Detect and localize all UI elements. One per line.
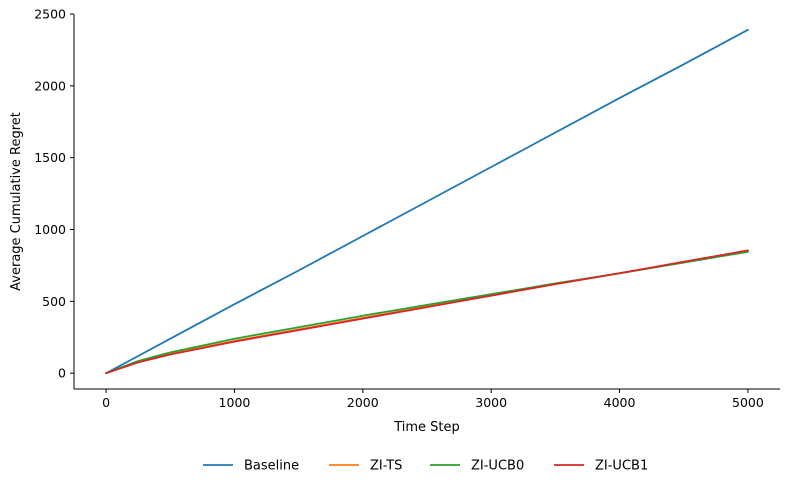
y-tick-label: 1000 xyxy=(34,222,66,237)
y-tick-label: 0 xyxy=(58,366,66,381)
y-axis-label: Average Cumulative Regret xyxy=(9,112,24,291)
x-axis-label: Time Step xyxy=(393,420,460,435)
series-line-baseline xyxy=(105,28,749,375)
legend-label: ZI-UCB0 xyxy=(471,459,524,474)
legend: Baseline ZI-TS ZI-UCB0 ZI-UCB1 xyxy=(203,459,648,474)
y-tick-label: 500 xyxy=(42,294,66,309)
series-line-zi-ts xyxy=(105,250,749,375)
series-line-zi-ucb1 xyxy=(105,249,749,375)
y-ticks: 0 500 1000 1500 2000 2500 xyxy=(34,7,74,381)
legend-label: Baseline xyxy=(244,459,299,474)
x-ticks: 0 1000 2000 3000 4000 5000 xyxy=(102,389,764,410)
x-tick-label: 3000 xyxy=(475,395,507,410)
y-tick-label: 2500 xyxy=(34,7,66,22)
x-tick-label: 2000 xyxy=(347,395,379,410)
series-line-zi-ucb0 xyxy=(105,250,749,375)
x-tick-label: 1000 xyxy=(219,395,251,410)
axes xyxy=(73,14,780,390)
series-lines xyxy=(105,28,749,375)
legend-label: ZI-TS xyxy=(370,459,402,474)
x-tick-label: 4000 xyxy=(604,395,636,410)
y-tick-label: 2000 xyxy=(34,78,66,93)
x-tick-label: 5000 xyxy=(732,395,764,410)
y-tick-label: 1500 xyxy=(34,150,66,165)
legend-label: ZI-UCB1 xyxy=(595,459,648,474)
x-tick-label: 0 xyxy=(102,395,110,410)
